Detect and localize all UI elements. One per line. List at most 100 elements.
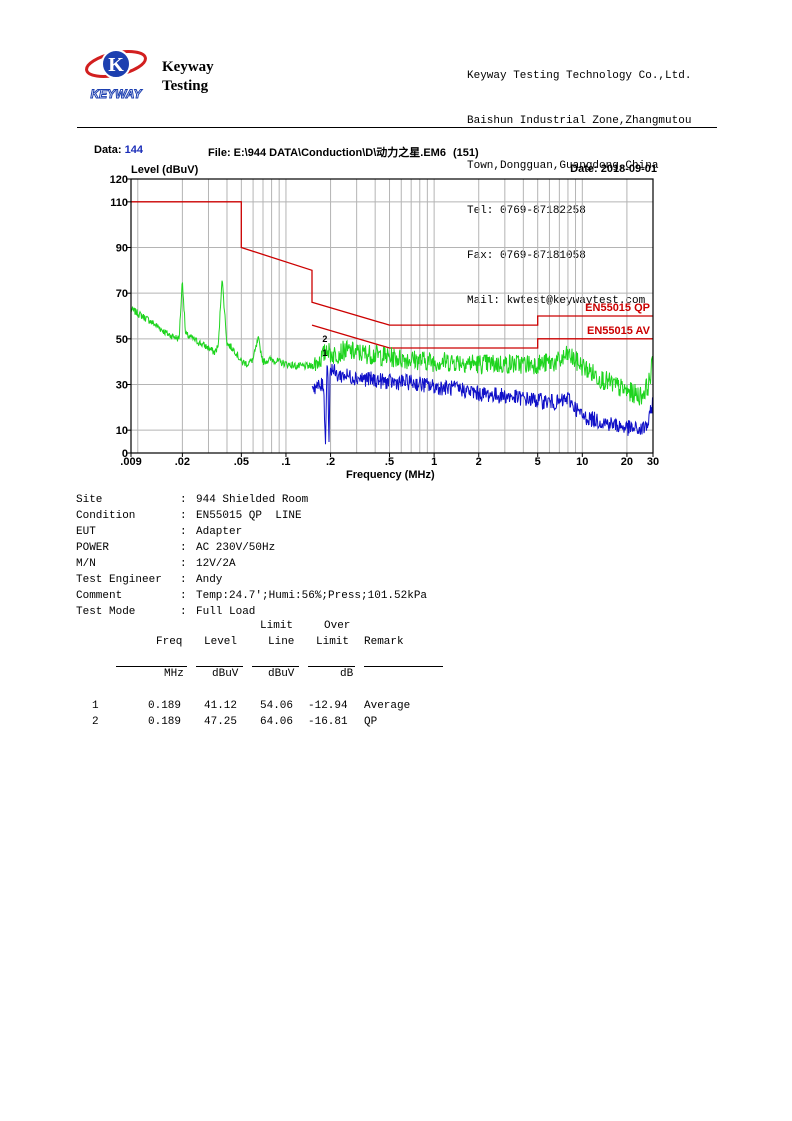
chart-ticks: 0 10 30 50 70 90 110 120 .009 .02 .05 .1 .2 .5 1 2 5 10 20…: [110, 174, 659, 468]
header-underline: [308, 666, 355, 667]
x-tick-label: 30: [647, 456, 659, 468]
col-head-remark: Remark: [364, 636, 404, 648]
plot-frame: [130, 178, 654, 454]
info-value: Temp:24.7';Humi:56%;Press;101.52kPa: [196, 590, 428, 602]
row-over: -16.81: [308, 716, 348, 728]
company-line: Fax: 0769-87181058: [467, 250, 586, 262]
data-label: Data:: [94, 144, 122, 156]
row-number: 2: [92, 716, 99, 728]
logo-letter: K: [108, 54, 124, 76]
col-head-line: Line: [268, 636, 295, 648]
x-tick-label: .2: [326, 456, 335, 468]
av-limit-label: EN55015 AV: [587, 325, 651, 337]
file-label: File: E:\944 DATA\Conduction\D\动力之星.EM6: [208, 147, 446, 159]
info-key: Test Engineer: [76, 574, 162, 586]
row-limit: 54.06: [260, 700, 294, 712]
company-line: Keyway Testing Technology Co.,Ltd.: [467, 70, 692, 82]
info-row: Condition: EN55015 QP LINE: [76, 510, 302, 522]
y-axis-title: Level (dBuV): [131, 164, 199, 176]
col-head-over: Over: [324, 620, 351, 632]
data-value: 144: [124, 144, 143, 156]
logo-word: KEYWAY: [90, 87, 142, 101]
info-row: EUT: Adapter: [76, 526, 243, 538]
unit-limit: dBuV: [268, 668, 295, 680]
test-date: Date: 2018-09-01: [570, 163, 657, 175]
x-tick-label: 5: [535, 456, 541, 468]
row-freq: 0.189: [148, 700, 182, 712]
row-number: 1: [92, 700, 99, 712]
header-divider: [77, 127, 717, 128]
x-tick-label: 1: [431, 456, 437, 468]
info-key: EUT: [76, 526, 96, 538]
brand-name: Keyway Testing: [162, 58, 214, 96]
col-head-limit: Limit: [260, 620, 294, 632]
y-tick-label: 50: [116, 334, 128, 346]
info-value: AC 230V/50Hz: [196, 542, 276, 554]
y-tick-label: 10: [116, 425, 128, 437]
qp-limit-line: [131, 201, 653, 326]
y-tick-label: 30: [116, 380, 128, 392]
x-tick-label: .02: [175, 456, 190, 468]
info-key: POWER: [76, 542, 110, 554]
keyway-logo: K KEYWAY: [85, 49, 147, 102]
header-underline: [252, 666, 299, 667]
y-tick-label: 90: [116, 243, 128, 255]
col-head-limit2: Limit: [316, 636, 350, 648]
file-path: File: E:\944 DATA\Conduction\D\动力之星.EM6 …: [208, 144, 479, 160]
x-tick-label: .05: [234, 456, 249, 468]
x-tick-label: .1: [281, 456, 290, 468]
file-index: (151): [453, 147, 479, 159]
header-underline: [116, 666, 187, 667]
y-tick-label: 110: [110, 197, 128, 209]
x-tick-label: .009: [120, 456, 141, 468]
info-value: Full Load: [196, 606, 256, 618]
row-remark: Average: [364, 700, 411, 712]
test-info: Site:944 Shielded Room Condition: EN55015…: [76, 492, 427, 620]
company-line: Town,Dongguan,Guangdong,China: [467, 160, 659, 172]
info-value: Andy: [196, 574, 223, 586]
data-number: Data: 144: [94, 144, 143, 156]
info-value: Adapter: [196, 526, 243, 538]
unit-level: dBuV: [212, 668, 239, 680]
info-value: 12V/2A: [196, 558, 236, 570]
info-key: Comment: [76, 590, 123, 602]
qp-trace: [130, 280, 654, 406]
company-line: Baishun Industrial Zone,Zhangmutou: [467, 115, 692, 127]
unit-over: dB: [340, 668, 354, 680]
x-axis-title: Frequency (MHz): [346, 469, 435, 481]
col-head-freq: Freq: [156, 636, 183, 648]
info-key: Site: [76, 494, 103, 506]
info-row: M/N:12V/2A: [76, 558, 236, 570]
header-underline: [196, 666, 243, 667]
info-row: Comment: Temp:24.7';Humi:56%;Press;101.52…: [76, 590, 428, 602]
info-row: Test Mode: Full Load: [76, 606, 256, 618]
row-level: 47.25: [204, 716, 238, 728]
row-freq: 0.189: [148, 716, 182, 728]
qp-limit-label: EN55015 QP: [585, 302, 650, 314]
company-address: Keyway Testing Technology Co.,Ltd. Baish…: [467, 39, 691, 324]
y-tick-label: 70: [116, 288, 128, 300]
info-value: EN55015 QP LINE: [196, 510, 302, 522]
info-key: Test Mode: [76, 606, 136, 618]
x-tick-label: 10: [576, 456, 588, 468]
col-head-level: Level: [204, 636, 238, 648]
marker-label: 1: [322, 348, 327, 358]
x-tick-label: .5: [385, 456, 394, 468]
row-level: 41.12: [204, 700, 238, 712]
average-trace: [311, 363, 653, 445]
marker-label: 2: [322, 334, 327, 344]
row-limit: 64.06: [260, 716, 294, 728]
emission-chart: 0 10 30 50 70 90 110 120 .009 .02 .05 .1 .2 .5 1 2 5 10 20…: [110, 174, 659, 468]
header-underline: [364, 666, 443, 667]
y-tick-label: 0: [122, 448, 128, 460]
brand-line-2: Testing: [162, 78, 209, 94]
info-key: M/N: [76, 558, 96, 570]
unit-freq: MHz: [164, 668, 184, 680]
x-tick-label: 20: [621, 456, 633, 468]
company-line: Tel: 0769-87182258: [467, 205, 586, 217]
row-remark: QP: [364, 716, 378, 728]
info-row: Test Engineer: Andy: [76, 574, 223, 586]
row-over: -12.94: [308, 700, 348, 712]
chart-frame: [130, 178, 654, 454]
info-key: Condition: [76, 510, 136, 522]
